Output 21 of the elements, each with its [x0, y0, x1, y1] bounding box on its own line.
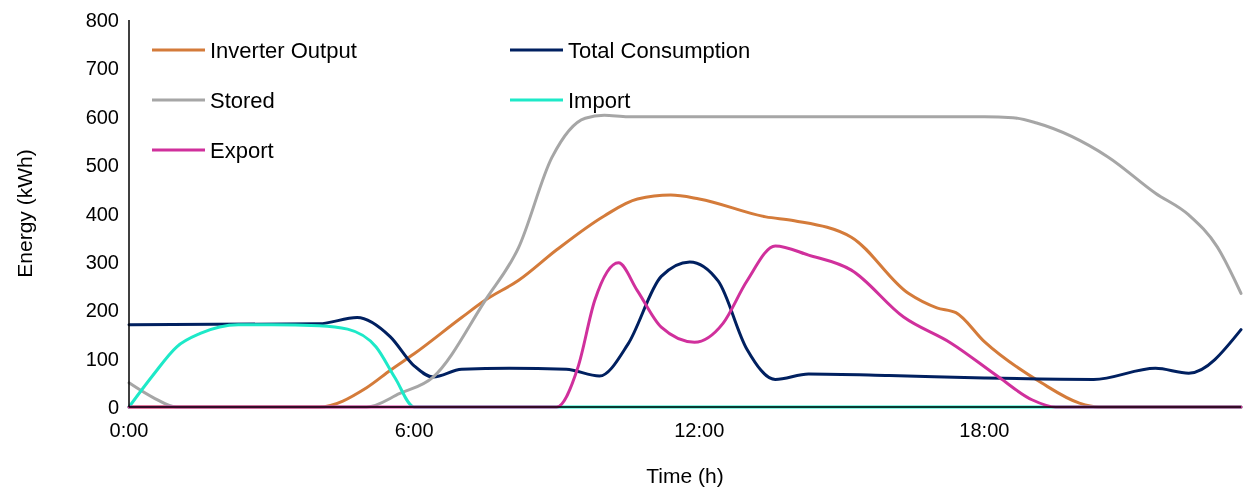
legend-label: Import — [568, 87, 631, 113]
x-tick-label: 18:00 — [959, 419, 1010, 441]
y-tick-label: 700 — [85, 57, 119, 80]
y-tick-label: 100 — [85, 347, 119, 370]
legend-label: Total Consumption — [568, 37, 751, 63]
x-tick-label: 12:00 — [674, 419, 725, 441]
x-tick-label: 6:00 — [394, 419, 434, 441]
y-tick-label: 600 — [85, 105, 119, 128]
x-tick-label: 0:00 — [109, 419, 149, 441]
y-tick-label: 500 — [85, 154, 119, 177]
y-tick-label: 0 — [107, 396, 119, 418]
y-tick-label: 200 — [85, 299, 119, 322]
y-tick-label: 800 — [85, 9, 119, 31]
y-tick-label: 300 — [85, 250, 119, 273]
legend-label: Stored — [210, 87, 275, 113]
y-tick-label: 400 — [85, 202, 119, 225]
line-series — [127, 260, 1243, 381]
x-axis-title: Time (h) — [646, 464, 724, 487]
legend-label: Export — [210, 137, 274, 163]
y-axis-title: Energy (kWh) — [13, 149, 36, 278]
legend-label: Inverter Output — [210, 37, 357, 63]
